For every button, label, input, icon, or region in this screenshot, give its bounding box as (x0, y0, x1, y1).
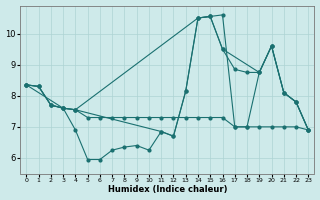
X-axis label: Humidex (Indice chaleur): Humidex (Indice chaleur) (108, 185, 227, 194)
